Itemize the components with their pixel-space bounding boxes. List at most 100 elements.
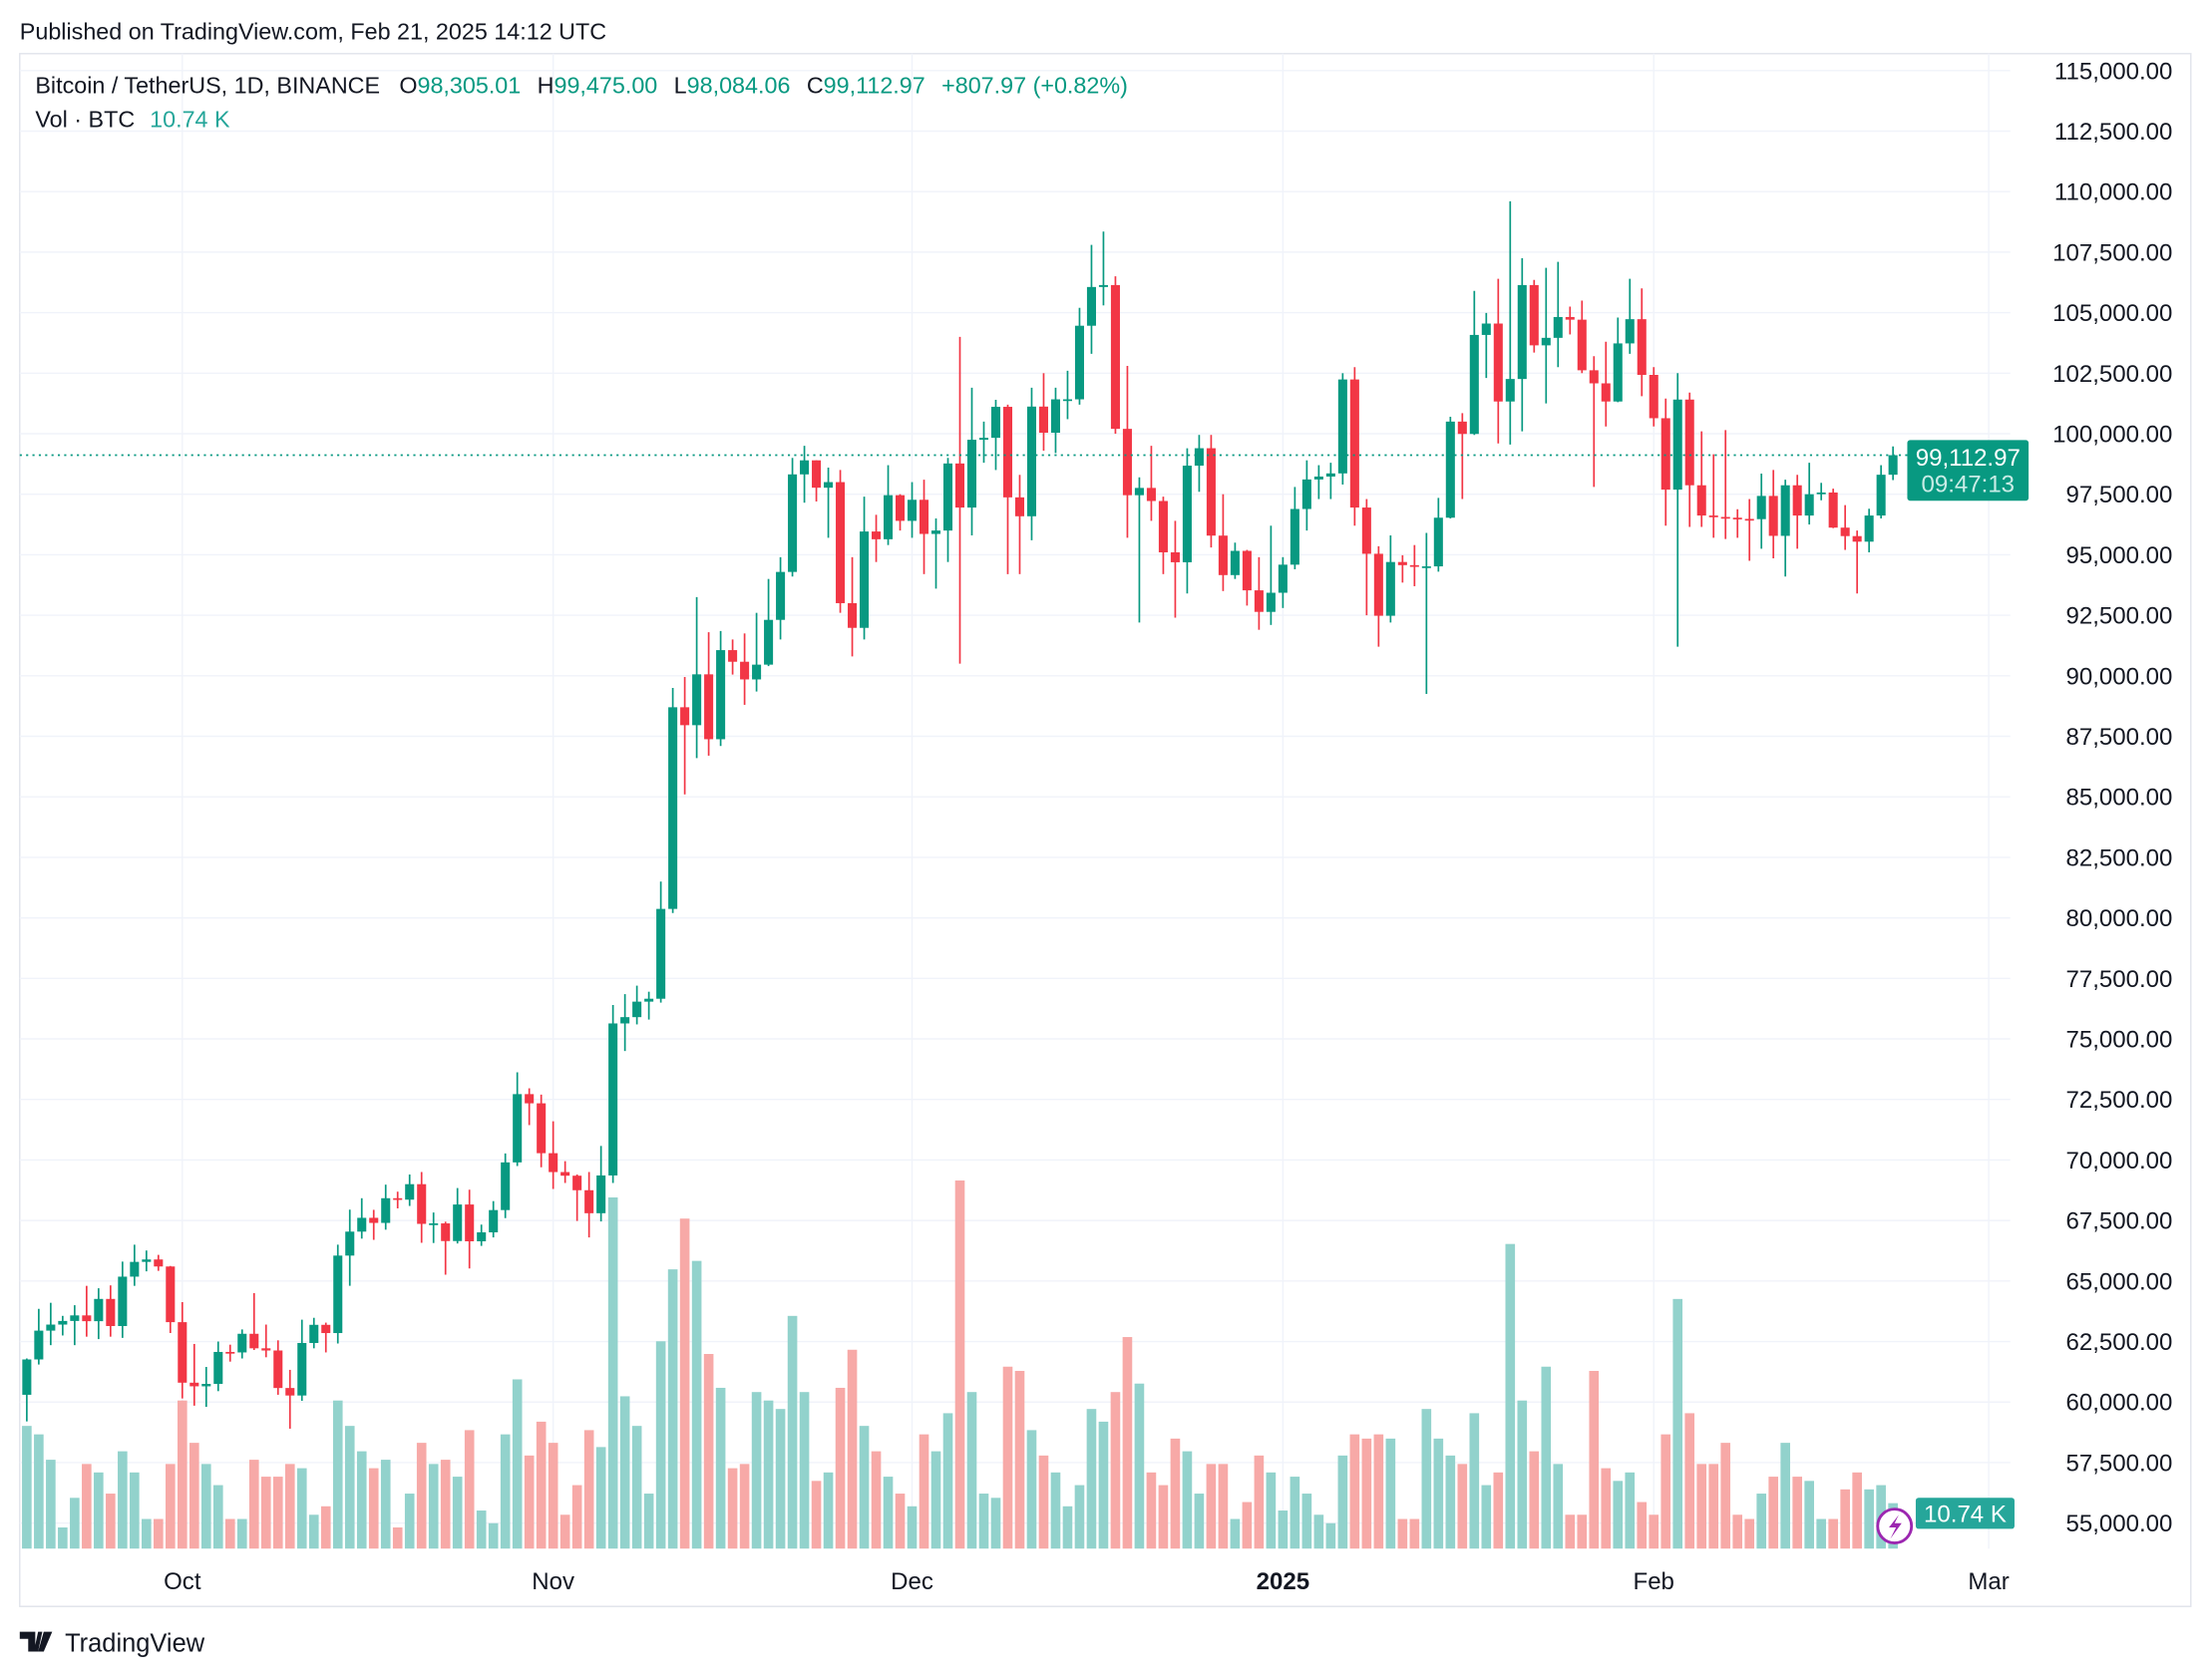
price-axis[interactable]: 115,000.00 112,500.00 110,000.00 107,500.00…	[2052, 58, 2172, 1537]
candle	[978, 421, 989, 464]
volume-bar	[1014, 1370, 1025, 1549]
candle-body	[930, 530, 941, 534]
candle-body	[908, 500, 918, 521]
candle	[776, 556, 786, 640]
volume-bar	[883, 1477, 894, 1549]
candle	[1660, 398, 1670, 526]
candle	[954, 336, 965, 664]
candle	[1601, 341, 1611, 427]
candle	[1541, 267, 1551, 404]
candle	[1732, 508, 1742, 538]
candle	[788, 458, 798, 577]
price-tick-label: 85,000.00	[2065, 785, 2172, 812]
tradingview-logo[interactable]: TradingView	[19, 1629, 205, 1657]
volume-bar	[1553, 1464, 1564, 1549]
candle	[46, 1302, 56, 1346]
candle	[1290, 487, 1299, 569]
candle	[1780, 480, 1790, 577]
candle-body	[1313, 476, 1323, 480]
volume-bar	[1230, 1518, 1241, 1549]
volume-bar	[1517, 1400, 1528, 1549]
candle	[1613, 317, 1623, 403]
candle	[1325, 463, 1335, 500]
volume-bar	[715, 1387, 726, 1549]
candle-body	[130, 1261, 140, 1277]
candle	[1170, 520, 1180, 618]
volume-bar	[1218, 1464, 1229, 1549]
volume-bar	[571, 1485, 582, 1549]
volume-bar	[296, 1468, 307, 1549]
candle-body	[118, 1276, 128, 1326]
volume-bar	[990, 1498, 1001, 1549]
candle	[644, 991, 654, 1020]
candle-body	[1421, 566, 1431, 568]
candle-body	[1684, 399, 1694, 486]
candle	[237, 1329, 247, 1359]
candle-body	[824, 482, 834, 489]
price-tick-label: 115,000.00	[2054, 58, 2173, 85]
candle-body	[1864, 515, 1874, 542]
volume-bar	[1170, 1438, 1181, 1549]
volume-bar	[1290, 1477, 1300, 1549]
candle	[1194, 435, 1204, 493]
candle	[1433, 498, 1443, 572]
volume-bar	[524, 1455, 535, 1549]
svg-text:Vol · BTC 10.74 K: Vol · BTC 10.74 K	[35, 106, 230, 132]
candle-body	[369, 1217, 379, 1223]
candle	[1158, 497, 1168, 574]
candle-body	[1708, 515, 1718, 517]
candle-body	[740, 661, 750, 680]
candle	[1373, 545, 1383, 647]
candle-body	[884, 495, 894, 539]
high-value: 99,475.00	[553, 72, 657, 98]
candle	[1505, 200, 1515, 445]
candle	[1625, 278, 1635, 354]
price-tick-label: 75,000.00	[2065, 1027, 2172, 1054]
candle	[34, 1308, 44, 1365]
candle-body	[1852, 535, 1862, 542]
candle	[393, 1191, 403, 1208]
volume-bar	[416, 1443, 427, 1549]
candle-body	[644, 998, 654, 1002]
symbol-title: Bitcoin / TetherUS, 1D, BINANCE	[35, 72, 380, 98]
volume-bar	[476, 1510, 487, 1549]
candle-body	[1481, 323, 1491, 335]
time-tick-label: Feb	[1634, 1568, 1674, 1595]
candle	[836, 470, 846, 613]
candle	[1014, 475, 1025, 574]
candle	[1313, 465, 1323, 500]
candle	[1493, 278, 1503, 444]
candle-body	[1409, 564, 1419, 567]
volume-bar	[1433, 1438, 1444, 1549]
candle-body	[1660, 418, 1670, 491]
price-tick-label: 77,500.00	[2065, 966, 2172, 993]
candle	[22, 1358, 32, 1422]
price-tick-label: 65,000.00	[2065, 1268, 2172, 1295]
candle	[525, 1088, 535, 1126]
candle	[1565, 306, 1575, 335]
candle	[908, 482, 918, 538]
volume-bar	[942, 1413, 953, 1549]
volume-bar	[811, 1481, 822, 1549]
candle-body	[896, 495, 906, 521]
candle-body	[82, 1315, 92, 1322]
candle-body	[1062, 399, 1072, 402]
footer-logo-text: TradingView	[65, 1629, 205, 1657]
candle-body	[978, 438, 989, 441]
volume-bar	[344, 1426, 355, 1549]
time-axis[interactable]: Oct Nov Dec 2025 Feb Mar	[164, 1568, 2010, 1595]
lightning-icon[interactable]	[1876, 1508, 1914, 1544]
candle	[1816, 483, 1826, 501]
candle-body	[525, 1094, 535, 1104]
tradingview-logo-icon	[19, 1631, 53, 1652]
candle	[297, 1319, 307, 1402]
candle	[441, 1221, 451, 1275]
candle-body	[692, 674, 702, 726]
candle	[1469, 290, 1479, 436]
volume-bar	[1445, 1455, 1456, 1549]
candle	[429, 1212, 439, 1243]
candle	[1672, 373, 1682, 647]
volume-bar	[22, 1426, 32, 1549]
candle-body	[1888, 455, 1898, 476]
